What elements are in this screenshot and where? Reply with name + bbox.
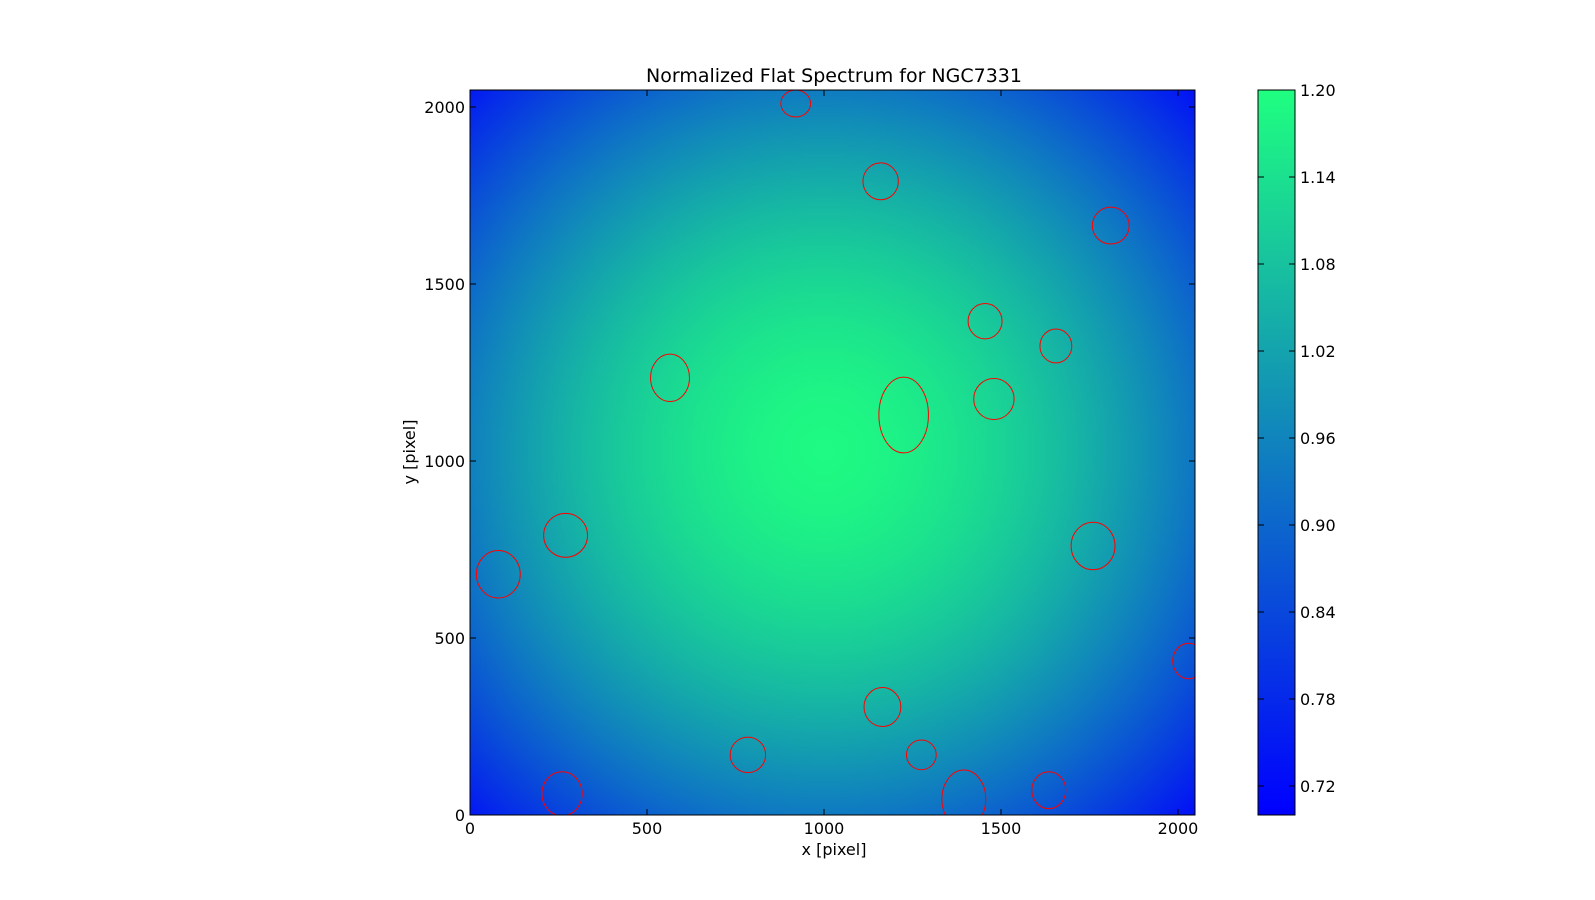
source-marker-9 — [543, 512, 589, 558]
x-tick-label-0: 0 — [465, 819, 475, 838]
colorbar-gradient — [1258, 90, 1295, 815]
colorbar: 0.72 0.78 0.84 0.90 0.96 1.02 1.08 1.14 … — [1257, 81, 1336, 816]
source-marker-16 — [541, 771, 583, 815]
x-tick-label-1500: 1500 — [981, 819, 1022, 838]
y-tick-label-1000: 1000 — [424, 452, 465, 471]
colorbar-tick-label-0.72: 0.72 — [1300, 777, 1336, 796]
colorbar-tick-label-1.08: 1.08 — [1300, 255, 1336, 274]
y-tick-labels: 0 500 1000 1500 2000 — [424, 98, 465, 825]
source-marker-18 — [1031, 771, 1067, 810]
source-marker-14 — [729, 736, 767, 774]
source-marker-3 — [1091, 206, 1130, 245]
source-marker-7 — [878, 376, 929, 454]
heatmap-image — [470, 90, 1195, 815]
source-marker-4 — [967, 302, 1003, 340]
x-axis-label: x [pixel] — [802, 840, 867, 859]
source-marker-13 — [863, 687, 902, 727]
x-tick-label-500: 500 — [632, 819, 663, 838]
colorbar-tick-label-0.84: 0.84 — [1300, 603, 1336, 622]
marker-layer — [475, 90, 1195, 815]
source-marker-5 — [1039, 328, 1073, 364]
source-marker-12 — [1172, 642, 1195, 680]
source-marker-17 — [941, 769, 987, 815]
colorbar-tick-label-0.96: 0.96 — [1300, 429, 1336, 448]
y-tick-label-1500: 1500 — [424, 275, 465, 294]
plot-frame — [469, 89, 1196, 816]
x-tick-label-2000: 2000 — [1158, 819, 1199, 838]
chart-title: Normalized Flat Spectrum for NGC7331 — [646, 65, 1022, 87]
colorbar-frame — [1257, 89, 1296, 816]
source-marker-6 — [650, 353, 690, 403]
source-marker-1 — [780, 90, 812, 118]
source-marker-10 — [475, 550, 521, 599]
source-marker-2 — [862, 162, 899, 201]
source-marker-11 — [1070, 521, 1116, 571]
colorbar-tick-label-1.14: 1.14 — [1300, 168, 1336, 187]
x-tick-label-1000: 1000 — [804, 819, 845, 838]
y-tick-label-0: 0 — [455, 806, 465, 825]
x-tick-labels: 0 500 1000 1500 2000 — [465, 819, 1198, 838]
source-marker-8 — [973, 378, 1015, 421]
y-tick-label-2000: 2000 — [424, 98, 465, 117]
plot-area — [469, 89, 1196, 816]
colorbar-tick-label-0.90: 0.90 — [1300, 516, 1336, 535]
y-axis-label: y [pixel] — [400, 420, 419, 485]
colorbar-tick-label-1.20: 1.20 — [1300, 81, 1336, 100]
y-tick-label-500: 500 — [434, 629, 465, 648]
source-marker-15 — [905, 739, 937, 771]
colorbar-tick-label-0.78: 0.78 — [1300, 690, 1336, 709]
colorbar-tick-label-1.02: 1.02 — [1300, 342, 1336, 361]
